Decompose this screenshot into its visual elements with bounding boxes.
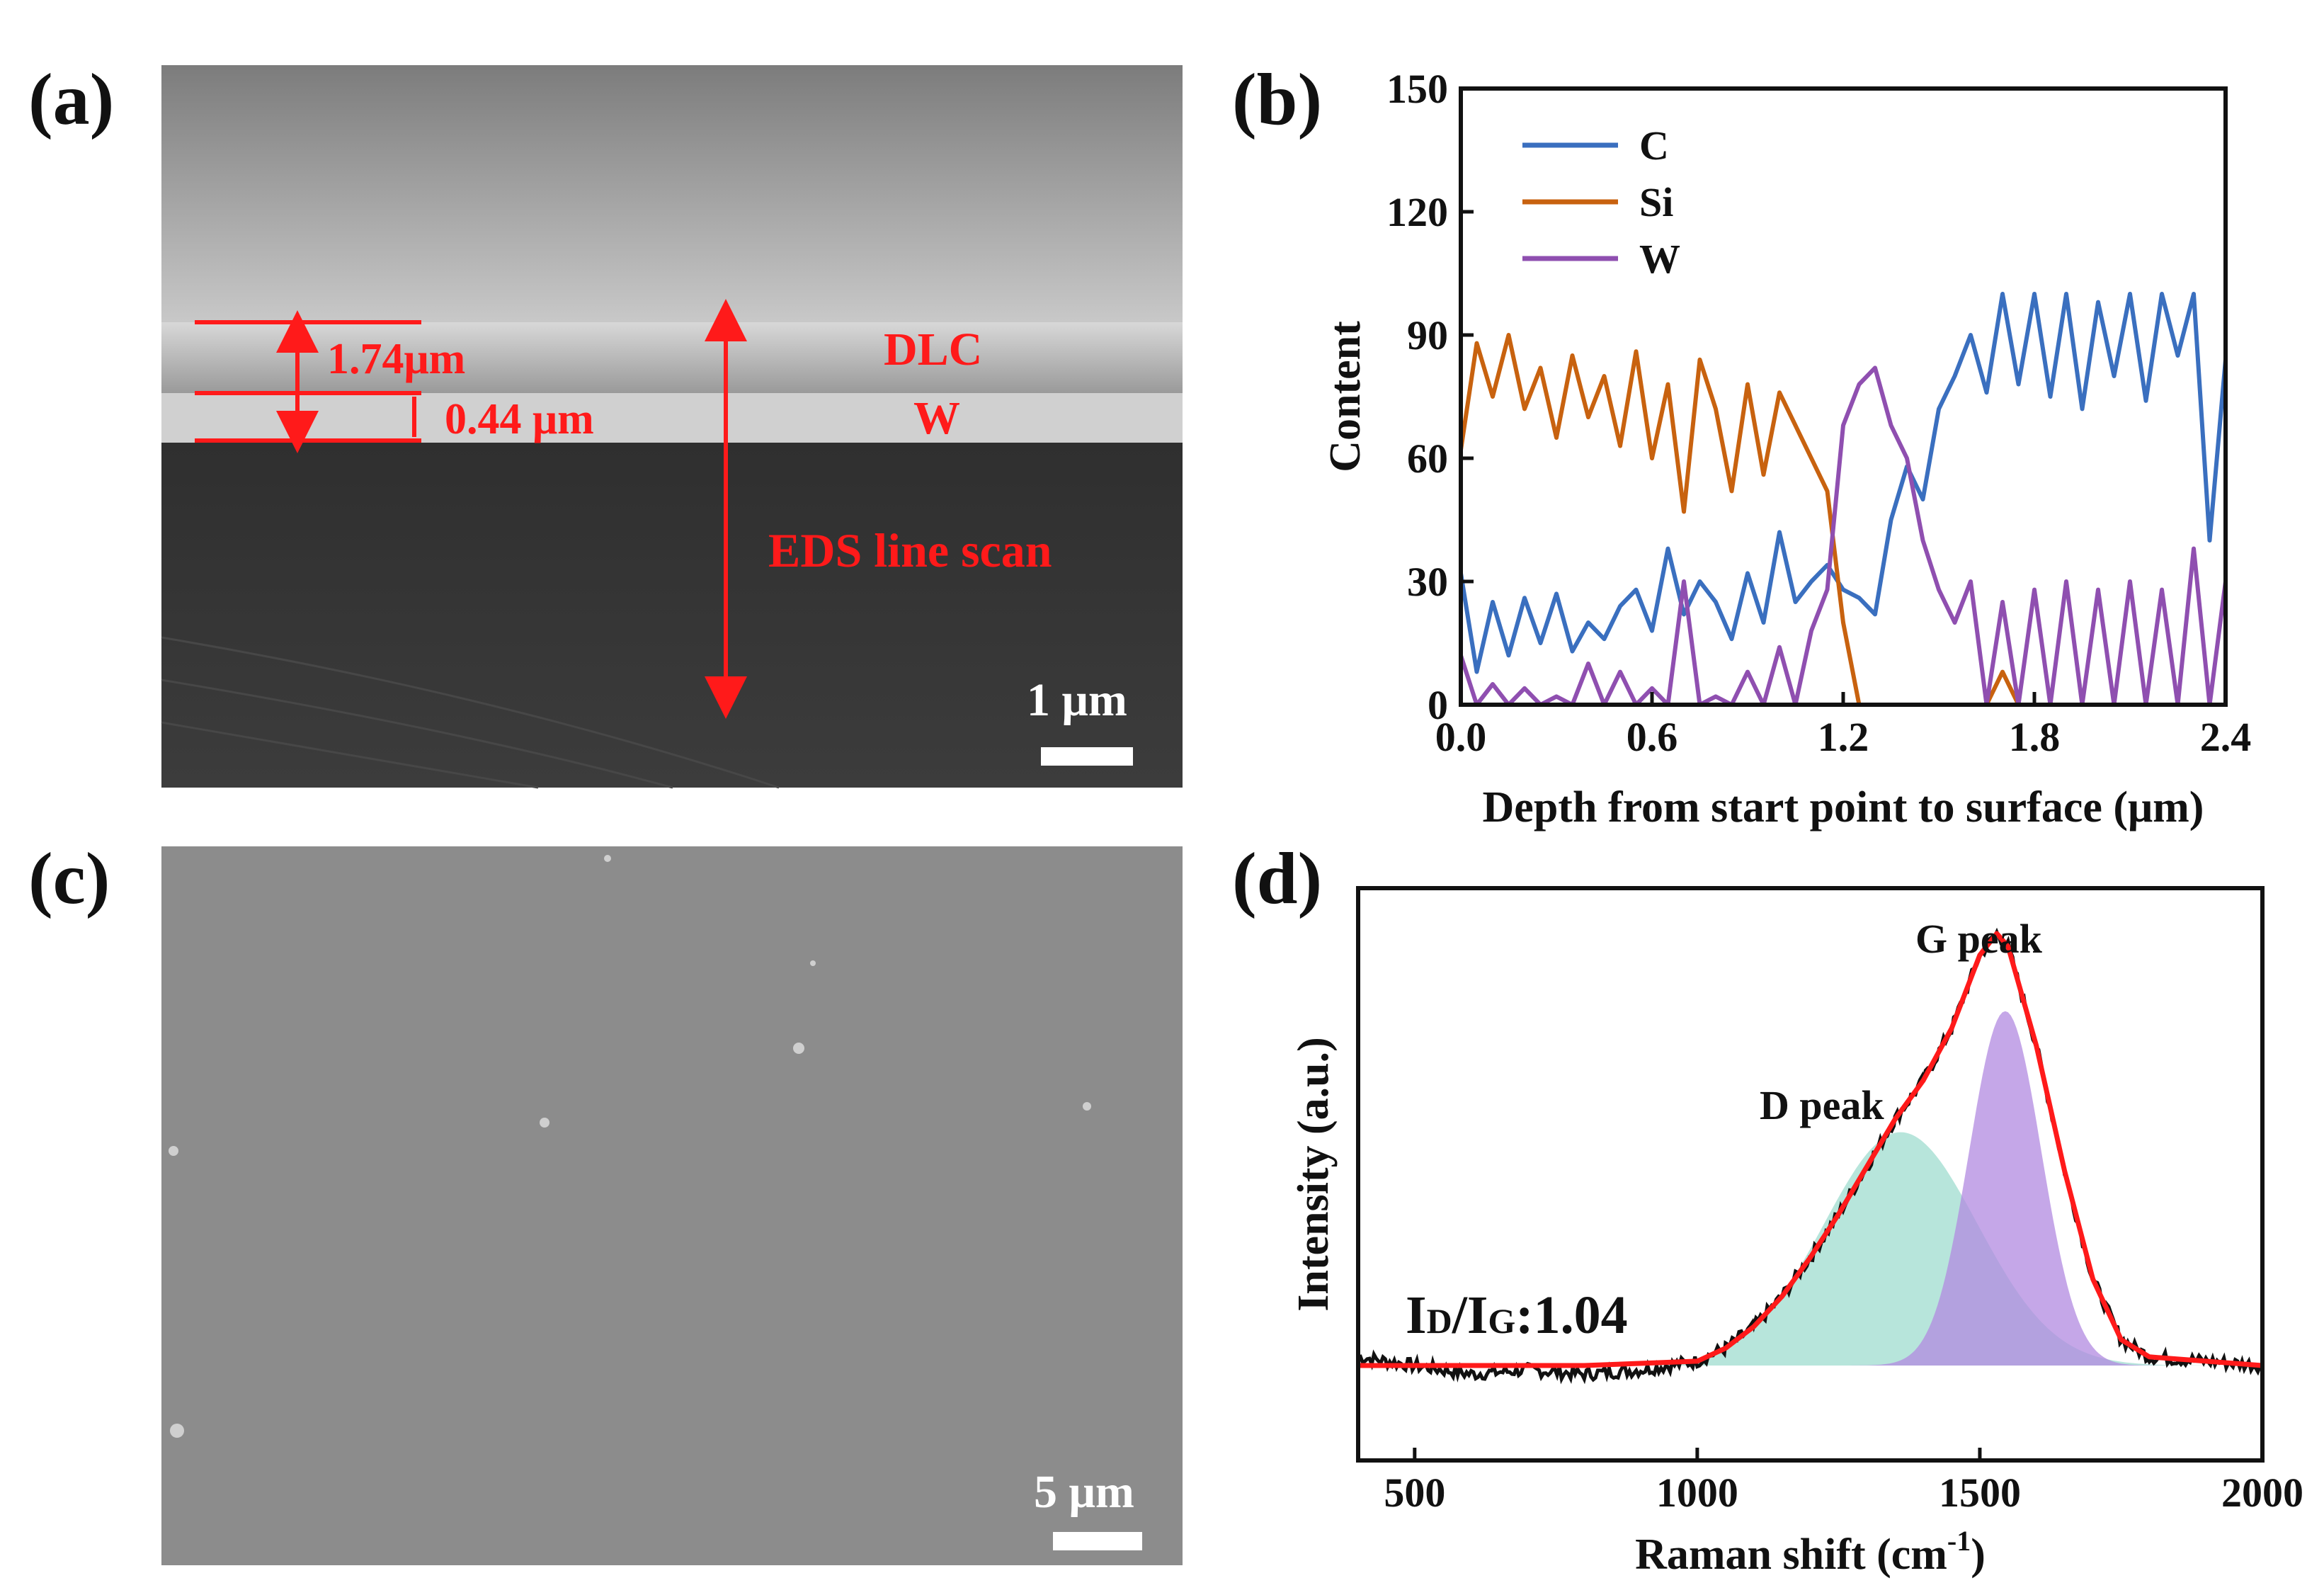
y-axis-label-d: Intensity (a.u.) [1289,1037,1338,1312]
d-peak-label: D peak [1760,1082,1884,1128]
series-line-w [1459,365,2228,707]
y-tick-label: 30 [1407,559,1448,605]
dlc-layer-label: DLC [884,324,982,375]
y-axis-label-b: Content [1321,321,1369,472]
x-axis-label-d: Raman shift (cm-1) [1635,1525,1986,1579]
legend-label-w: W [1639,236,1680,282]
y-tick-label: 120 [1386,189,1448,235]
w-layer-label: W [913,392,960,444]
legend-label-c: C [1639,123,1669,169]
y-tick-label: 0 [1428,682,1448,728]
chart-d: 500 1000 1500 2000 Raman shift (cm-1) Intensi… [1289,886,2303,1579]
sem-surface-image [161,846,1183,1565]
scalebar-a [1041,747,1133,766]
legend-label-si: Si [1639,179,1673,225]
x-tick-label: 2.4 [2200,714,2252,760]
x-tick-label: 1000 [1656,1470,1738,1516]
scalebar-c-label: 5 μm [1034,1466,1134,1518]
y-tick-label: 60 [1407,436,1448,482]
scalebar-a-label: 1 μm [1027,674,1127,726]
x-tick-label: 2000 [2221,1470,2303,1516]
x-axis-label-b: Depth from start point to surface (μm) [1483,783,2204,831]
surface-particles [169,855,1091,1438]
y-tick-label: 90 [1407,312,1448,358]
x-tick-label: 1.2 [1818,714,1869,760]
series-line-c [1459,292,2228,674]
chart-b: 0.0 0.6 1.2 1.8 2.4 0 30 60 90 120 150 Depth from s… [1321,66,2251,831]
sem-cross-section [161,65,1183,789]
g-peak-label: G peak [1915,916,2043,962]
total-thickness-label: 1.74μm [327,335,465,383]
series-line-si [1459,333,2021,707]
panel-label-c: (c) [28,838,110,919]
panel-label-d: (d) [1232,838,1322,919]
thickness-markers [195,310,421,453]
x-tick-label: 0.0 [1435,714,1487,760]
plot-frame-d [1356,886,2265,1463]
x-tick-label: 1500 [1939,1470,2021,1516]
eds-line-scan-label: EDS line scan [768,523,1052,577]
x-tick-label: 500 [1384,1470,1445,1516]
w-thickness-label: 0.44 μm [445,395,594,443]
scalebar-c [1053,1532,1142,1550]
x-tick-label: 1.8 [2009,714,2061,760]
x-tick-label: 0.6 [1627,714,1678,760]
g-peak-area [1641,1011,2206,1366]
id-ig-ratio-label: ID/IG:1.04 [1406,1285,1628,1345]
fit-curve [1358,931,2263,1368]
panel-label-b: (b) [1232,59,1322,140]
y-tick-label: 150 [1386,66,1448,112]
panel-label-a: (a) [28,59,114,140]
d-peak-area [1641,1132,2206,1366]
